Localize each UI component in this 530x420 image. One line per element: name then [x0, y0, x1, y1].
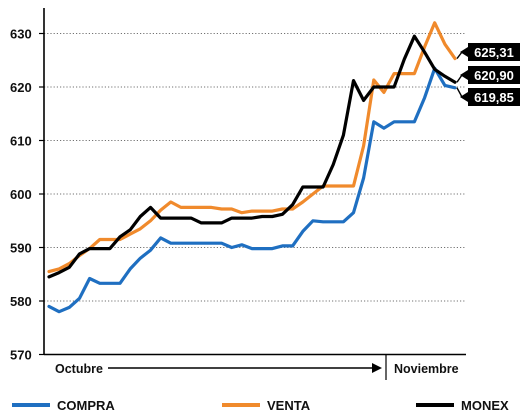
y-tick-label-570: 570 — [10, 348, 32, 363]
legend-item-compra: COMPRA — [12, 398, 115, 413]
series-lines — [47, 21, 457, 314]
y-tick-label-620: 620 — [10, 80, 32, 95]
callout-pointer-venta — [460, 47, 468, 57]
callout-pointer-compra — [460, 92, 468, 102]
callout-box-venta — [468, 43, 520, 61]
y-tick-label-600: 600 — [10, 187, 32, 202]
callout-venta: 625,31 — [456, 43, 520, 61]
callout-monex: 620,90 — [456, 66, 520, 84]
legend-label-compra: COMPRA — [57, 398, 115, 413]
callout-value-venta: 625,31 — [474, 45, 514, 60]
legend-item-venta: VENTA — [222, 398, 311, 413]
end-value-callouts: 625,31 620,90 619,85 — [456, 43, 520, 106]
callout-leader-monex — [456, 74, 463, 83]
callout-box-compra — [468, 88, 520, 106]
callout-compra: 619,85 — [456, 87, 520, 106]
callout-value-compra: 619,85 — [474, 90, 514, 105]
callout-pointer-monex — [460, 70, 468, 80]
legend-label-venta: VENTA — [267, 398, 311, 413]
legend-label-monex: MONEX — [461, 398, 509, 413]
y-tick-label-580: 580 — [10, 294, 32, 309]
x-label-noviembre: Noviembre — [394, 362, 459, 376]
x-axis-month-markers: Octubre Noviembre — [55, 354, 459, 380]
legend: COMPRA VENTA MONEX — [12, 398, 509, 413]
y-tick-label-590: 590 — [10, 241, 32, 256]
callout-box-monex — [468, 66, 520, 84]
callout-leader-venta — [456, 51, 463, 60]
y-axis-ticks: 570 580 590 600 610 620 630 — [10, 27, 44, 363]
series-line-venta — [47, 21, 457, 274]
callout-leader-compra — [456, 87, 463, 98]
series-line-monex — [47, 34, 457, 279]
legend-item-monex: MONEX — [416, 398, 509, 413]
y-tick-label-610: 610 — [10, 134, 32, 149]
y-tick-label-630: 630 — [10, 27, 32, 42]
callout-value-monex: 620,90 — [474, 68, 514, 83]
month-arrow-head — [372, 363, 382, 373]
series-line-compra — [47, 66, 457, 314]
x-label-octubre: Octubre — [55, 362, 103, 376]
